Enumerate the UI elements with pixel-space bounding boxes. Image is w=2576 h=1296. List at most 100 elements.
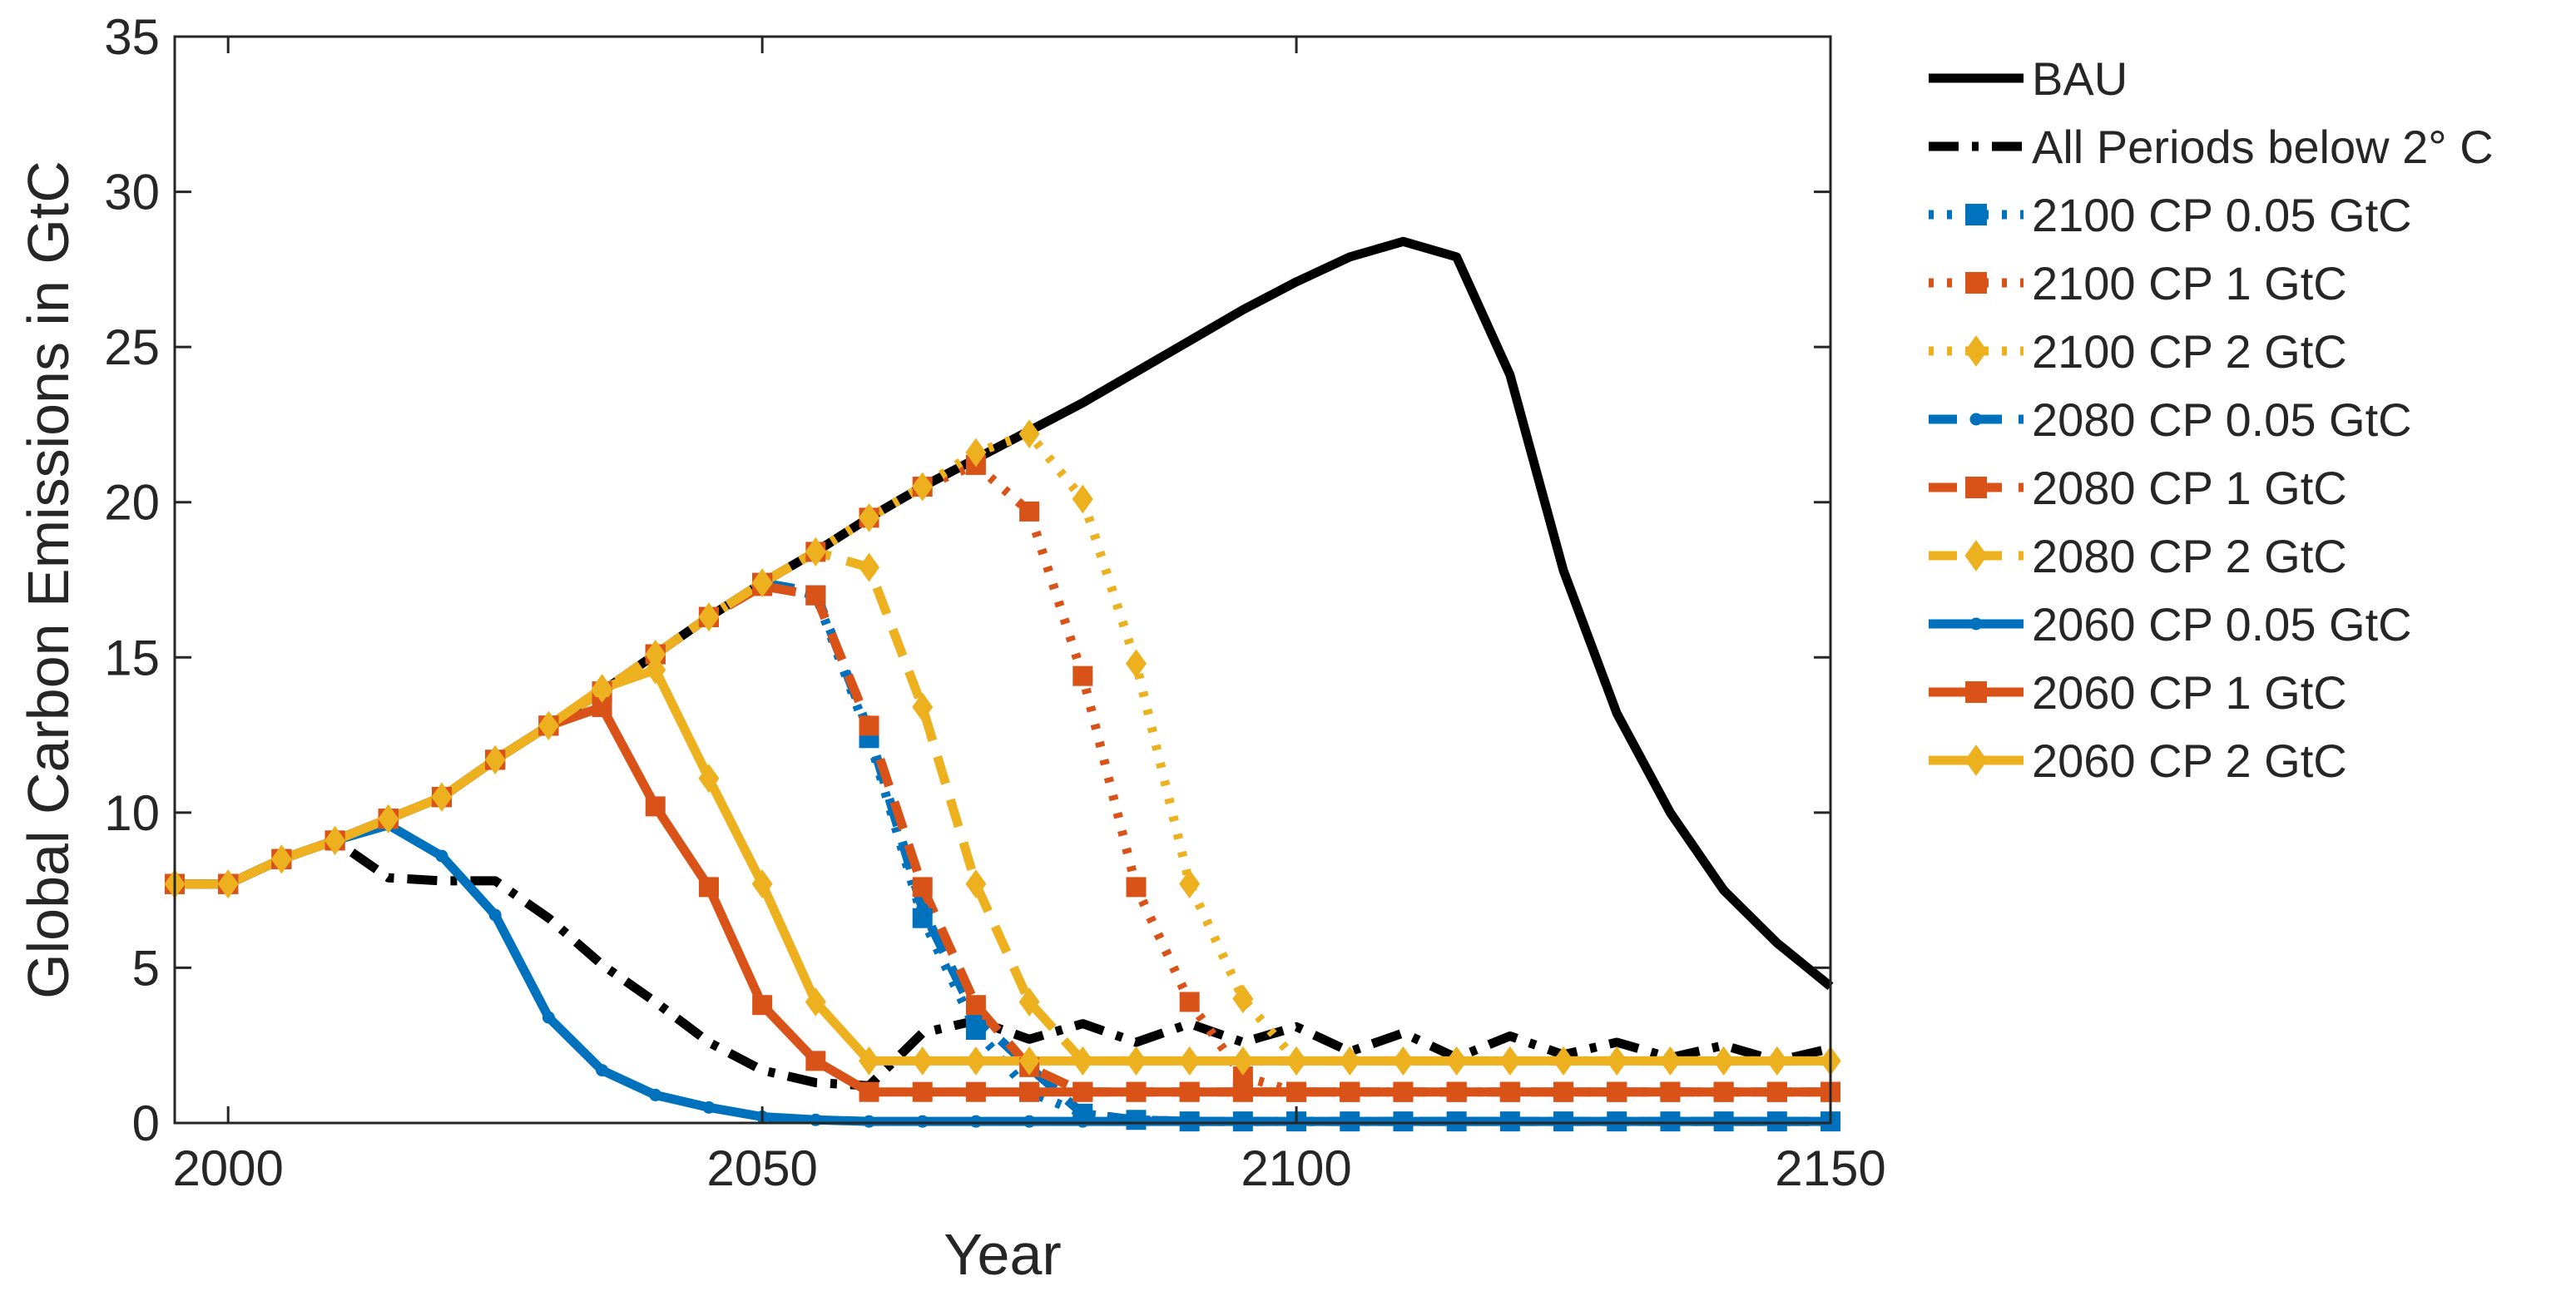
data-point-2060-cp-2-gtc bbox=[217, 869, 239, 899]
data-point-2080-cp-2-gtc bbox=[645, 640, 666, 669]
data-point-2060-cp-2-gtc bbox=[1179, 1046, 1201, 1076]
data-point-2080-cp-1-gtc bbox=[965, 995, 986, 1016]
data-point-2060-cp-0-05-gtc bbox=[1129, 1115, 1142, 1128]
y-tick-label: 15 bbox=[104, 630, 160, 685]
y-axis-label: Global Carbon Emissions in GtC bbox=[16, 161, 81, 999]
data-point-2080-cp-2-gtc bbox=[912, 692, 934, 722]
data-point-2060-cp-0-05-gtc bbox=[969, 1115, 983, 1128]
x-axis-label: Year bbox=[944, 1222, 1061, 1287]
legend-marker-2080-cp-1-gtc bbox=[1965, 477, 1987, 498]
legend-label-2060-cp-2-gtc: 2060 CP 2 GtC bbox=[2032, 735, 2347, 787]
data-point-2080-cp-1-gtc bbox=[859, 715, 879, 736]
tick-layer: 2000 2050 2100 2150 0 5 10 15 20 25 30 35 bbox=[104, 9, 1885, 1196]
data-point-2100-cp-2-gtc bbox=[912, 472, 934, 502]
legend-label-all-periods-below-2-c: All Periods below 2° C bbox=[2032, 121, 2494, 173]
data-point-2060-cp-2-gtc bbox=[805, 987, 826, 1017]
data-point-2080-cp-2-gtc bbox=[805, 537, 826, 566]
data-point-2060-cp-0-05-gtc bbox=[1450, 1115, 1464, 1128]
data-point-2100-cp-1-gtc bbox=[1126, 877, 1147, 898]
legend-marker-2100-cp-2-gtc bbox=[1964, 335, 1988, 367]
data-point-2060-cp-0-05-gtc bbox=[1183, 1115, 1196, 1128]
data-point-2060-cp-1-gtc bbox=[859, 1081, 879, 1102]
data-point-2060-cp-0-05-gtc bbox=[1557, 1115, 1570, 1128]
data-point-2060-cp-0-05-gtc bbox=[809, 1113, 822, 1126]
data-point-2060-cp-0-05-gtc bbox=[435, 849, 448, 863]
data-point-2060-cp-2-gtc bbox=[1766, 1046, 1788, 1076]
data-point-2060-cp-2-gtc bbox=[1553, 1046, 1574, 1076]
data-point-2060-cp-2-gtc bbox=[965, 1046, 987, 1076]
data-point-2060-cp-0-05-gtc bbox=[1076, 1115, 1089, 1128]
legend-label-2100-cp-1-gtc: 2100 CP 1 GtC bbox=[2032, 257, 2347, 309]
legend-label-2080-cp-0-05-gtc: 2080 CP 0.05 GtC bbox=[2032, 393, 2412, 446]
data-point-2060-cp-1-gtc bbox=[1553, 1081, 1574, 1102]
data-point-2060-cp-1-gtc bbox=[912, 1081, 933, 1102]
data-point-2080-cp-0-05-gtc bbox=[916, 903, 929, 916]
data-point-2060-cp-2-gtc bbox=[858, 1046, 880, 1076]
plot-background bbox=[175, 37, 1830, 1123]
legend-marker-2100-cp-0-05-gtc bbox=[1965, 204, 1987, 225]
data-point-2100-cp-2-gtc bbox=[965, 438, 987, 467]
data-point-2060-cp-1-gtc bbox=[1073, 1081, 1093, 1102]
data-point-2060-cp-1-gtc bbox=[1713, 1081, 1734, 1102]
data-point-2060-cp-1-gtc bbox=[805, 1051, 826, 1071]
data-point-2060-cp-1-gtc bbox=[1286, 1081, 1307, 1102]
data-point-2060-cp-2-gtc bbox=[592, 674, 613, 703]
data-point-2060-cp-2-gtc bbox=[1392, 1046, 1414, 1076]
legend-marker-2060-cp-0-05-gtc bbox=[1969, 617, 1983, 631]
data-point-2060-cp-2-gtc bbox=[1125, 1046, 1147, 1076]
data-point-2100-cp-2-gtc bbox=[1072, 484, 1093, 514]
x-tick-label: 2050 bbox=[706, 1140, 817, 1196]
data-point-2060-cp-2-gtc bbox=[1232, 1046, 1254, 1076]
data-point-2060-cp-2-gtc bbox=[1499, 1046, 1521, 1076]
data-point-2060-cp-2-gtc bbox=[1339, 1046, 1360, 1076]
y-tick-label: 10 bbox=[104, 785, 160, 841]
data-point-2060-cp-0-05-gtc bbox=[1717, 1115, 1731, 1128]
data-point-2100-cp-1-gtc bbox=[1019, 501, 1040, 522]
data-point-2060-cp-0-05-gtc bbox=[542, 1011, 555, 1024]
data-point-2060-cp-0-05-gtc bbox=[1023, 1115, 1036, 1128]
y-tick-label: 0 bbox=[132, 1096, 160, 1151]
legend-marker-2100-cp-1-gtc bbox=[1965, 272, 1987, 294]
data-point-2060-cp-0-05-gtc bbox=[1343, 1115, 1356, 1128]
data-point-2060-cp-0-05-gtc bbox=[649, 1088, 662, 1101]
data-point-2060-cp-2-gtc bbox=[1286, 1046, 1307, 1076]
data-point-2060-cp-1-gtc bbox=[1660, 1081, 1681, 1102]
legend-label-2100-cp-0-05-gtc: 2100 CP 0.05 GtC bbox=[2032, 189, 2412, 241]
data-point-2060-cp-1-gtc bbox=[1499, 1081, 1520, 1102]
data-point-2060-cp-2-gtc bbox=[1072, 1046, 1093, 1076]
data-point-2060-cp-2-gtc bbox=[751, 869, 773, 899]
data-point-2060-cp-0-05-gtc bbox=[863, 1115, 876, 1128]
data-point-2060-cp-1-gtc bbox=[645, 796, 666, 817]
data-point-2060-cp-0-05-gtc bbox=[1610, 1115, 1623, 1128]
marker-layer bbox=[164, 419, 1841, 1132]
data-point-2060-cp-1-gtc bbox=[752, 995, 773, 1016]
legend-label-bau: BAU bbox=[2032, 52, 2128, 105]
legend-label-2080-cp-2-gtc: 2080 CP 2 GtC bbox=[2032, 530, 2347, 582]
data-point-2060-cp-0-05-gtc bbox=[596, 1064, 609, 1077]
data-point-2060-cp-1-gtc bbox=[965, 1081, 986, 1102]
x-tick-label: 2150 bbox=[1775, 1140, 1885, 1196]
data-point-2060-cp-0-05-gtc bbox=[1236, 1115, 1250, 1128]
data-point-2060-cp-0-05-gtc bbox=[1771, 1115, 1784, 1128]
data-point-2060-cp-2-gtc bbox=[1018, 1046, 1040, 1076]
y-tick-label: 30 bbox=[104, 165, 160, 220]
data-point-2060-cp-1-gtc bbox=[1126, 1081, 1147, 1102]
data-point-2100-cp-2-gtc bbox=[1125, 649, 1147, 679]
data-point-2100-cp-1-gtc bbox=[1179, 992, 1200, 1012]
data-point-2080-cp-2-gtc bbox=[1018, 987, 1040, 1017]
legend: BAU All Periods below 2° C 2100 CP 0.05 Gt… bbox=[1929, 52, 2494, 787]
y-tick-label: 5 bbox=[132, 940, 160, 996]
data-point-2060-cp-2-gtc bbox=[1446, 1046, 1468, 1076]
legend-label-2060-cp-1-gtc: 2060 CP 1 GtC bbox=[2032, 666, 2347, 719]
y-tick-label: 25 bbox=[104, 319, 160, 375]
data-point-2060-cp-2-gtc bbox=[1713, 1046, 1735, 1076]
data-point-2100-cp-2-gtc bbox=[1232, 984, 1254, 1014]
data-point-2080-cp-2-gtc bbox=[751, 568, 773, 598]
data-point-2100-cp-1-gtc bbox=[1073, 665, 1093, 686]
data-point-2060-cp-2-gtc bbox=[698, 764, 720, 794]
data-point-2060-cp-1-gtc bbox=[1393, 1081, 1414, 1102]
data-point-2080-cp-2-gtc bbox=[965, 869, 987, 899]
data-point-2060-cp-2-gtc bbox=[431, 782, 453, 812]
data-point-2060-cp-1-gtc bbox=[1446, 1081, 1467, 1102]
